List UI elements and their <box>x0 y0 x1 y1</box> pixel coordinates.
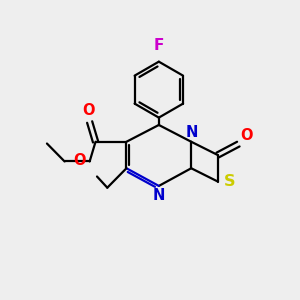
Text: N: N <box>186 125 198 140</box>
Text: N: N <box>153 188 165 203</box>
Text: O: O <box>82 103 94 118</box>
Text: F: F <box>154 38 164 53</box>
Text: O: O <box>74 153 86 168</box>
Text: O: O <box>240 128 252 142</box>
Text: S: S <box>224 174 236 189</box>
